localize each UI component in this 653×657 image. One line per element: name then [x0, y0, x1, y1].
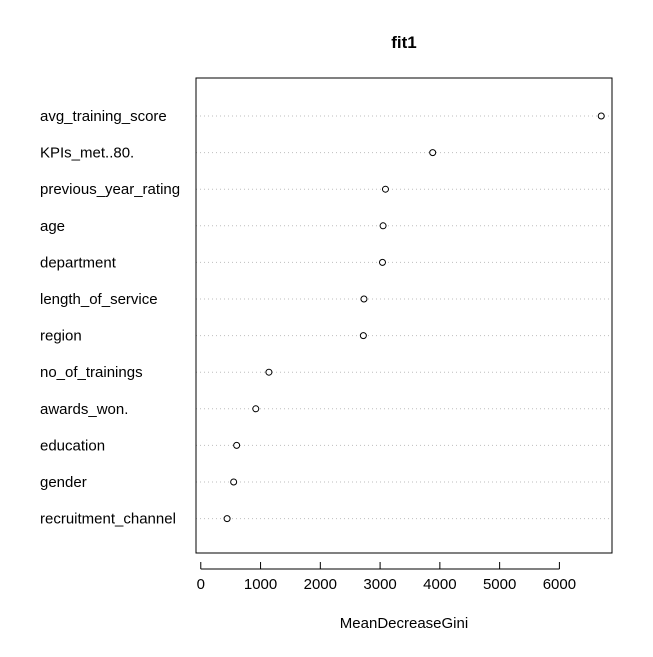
data-point [597, 112, 605, 120]
data-point [265, 368, 273, 376]
x-axis-label: MeanDecreaseGini [340, 615, 468, 632]
category-label: department [40, 254, 117, 271]
category-label: region [40, 328, 82, 345]
data-point [233, 441, 241, 449]
category-label: recruitment_channel [40, 511, 176, 528]
x-tick-label: 3000 [363, 576, 396, 593]
x-tick-label: 2000 [304, 576, 337, 593]
x-tick-label: 6000 [543, 576, 576, 593]
data-point [252, 405, 260, 413]
category-label: no_of_trainings [40, 364, 143, 381]
category-label: education [40, 437, 105, 454]
data-point [378, 258, 386, 266]
category-label: KPIs_met..80. [40, 145, 134, 162]
data-point [223, 515, 231, 523]
category-label: awards_won. [40, 401, 128, 418]
x-tick-label: 0 [197, 576, 205, 593]
chart-title: fit1 [391, 33, 417, 52]
data-point [359, 332, 367, 340]
category-label: length_of_service [40, 291, 158, 308]
x-tick-label: 1000 [244, 576, 277, 593]
data-point [230, 478, 238, 486]
data-point [429, 149, 437, 157]
plot-frame [195, 77, 613, 554]
category-label: gender [40, 474, 87, 491]
plot-area: avg_training_score KPIs_met..80. previous_… [40, 77, 613, 593]
category-label: avg_training_score [40, 108, 167, 125]
data-point [381, 185, 389, 193]
x-tick-label: 5000 [483, 576, 516, 593]
data-point [360, 295, 368, 303]
data-point [379, 222, 387, 230]
category-label: age [40, 218, 65, 235]
x-tick-label: 4000 [423, 576, 456, 593]
category-label: previous_year_rating [40, 181, 180, 198]
